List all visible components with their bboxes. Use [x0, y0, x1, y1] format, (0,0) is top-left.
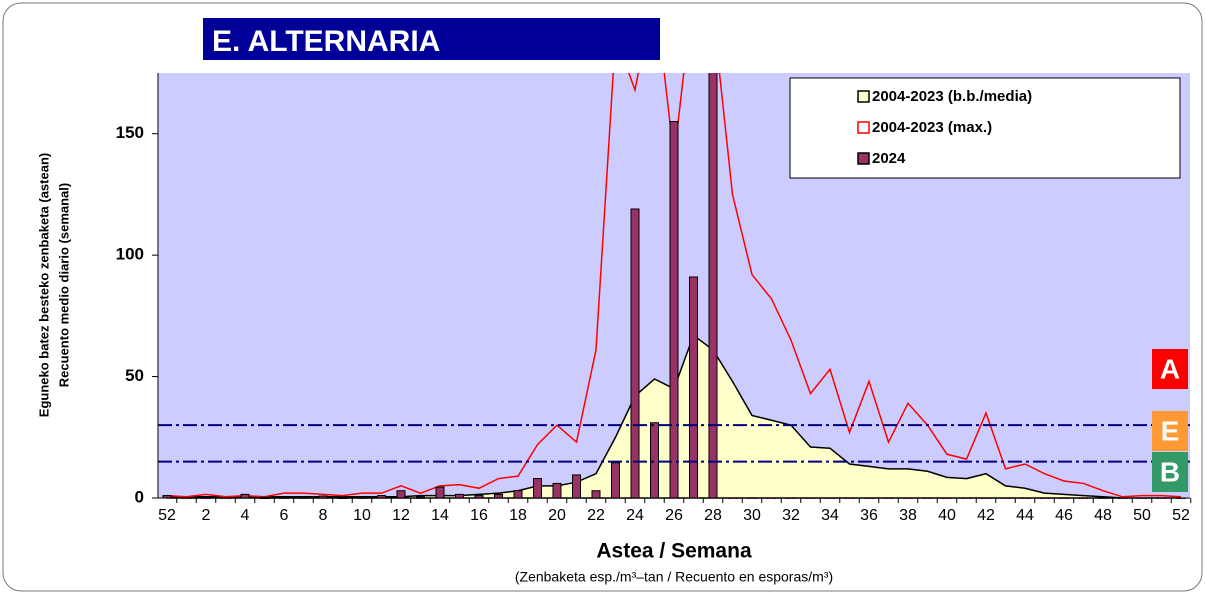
legend-swatch [857, 121, 870, 134]
legend-label: 2004-2023 (max.) [872, 119, 992, 136]
bar [435, 486, 445, 499]
bar [513, 490, 523, 499]
x-tick-label: 28 [704, 507, 722, 524]
y-tick-label: 150 [116, 123, 144, 142]
x-tick-label: 46 [1055, 507, 1073, 524]
level-label: E [1161, 415, 1180, 446]
chart-title: E. ALTERNARIA [212, 25, 440, 58]
bar [689, 276, 698, 499]
x-tick-label: 50 [1133, 507, 1151, 524]
level-label: B [1160, 456, 1180, 487]
legend-label: 2004-2023 (b.b./media) [872, 88, 1032, 105]
bar [552, 482, 562, 499]
x-tick-label: 38 [899, 507, 917, 524]
bar [455, 493, 464, 499]
bar [533, 478, 542, 499]
x-tick-label: 10 [353, 507, 371, 524]
level-box [1152, 452, 1188, 492]
x-tick-label: 42 [977, 507, 995, 524]
x-tick-label: 52 [1172, 507, 1190, 524]
plot [158, 73, 1190, 499]
x-tick-label: 48 [1094, 507, 1112, 524]
x-tick-label: 18 [509, 507, 527, 524]
x-tick-label: 6 [280, 507, 289, 524]
x-tick-label: 8 [319, 507, 328, 524]
x-tick-label: 52 [158, 507, 176, 524]
x-tick-label: 24 [626, 507, 644, 524]
x-tick-label: 12 [392, 507, 410, 524]
x-tick-label: 30 [743, 507, 761, 524]
y-tick-label: 100 [116, 245, 144, 264]
x-tick-label: 40 [938, 507, 956, 524]
y-label: Recuento medio diario (semanal) [56, 183, 71, 387]
x-tick-label: 4 [241, 507, 250, 524]
legend-swatch [857, 152, 870, 165]
bar [396, 490, 406, 499]
x-tick-label: 44 [1016, 507, 1034, 524]
bar [240, 493, 250, 499]
bar [591, 490, 601, 499]
level-box [1152, 411, 1188, 451]
bar [611, 462, 620, 499]
x-tick-label: 16 [470, 507, 488, 524]
x-tick-label: 32 [782, 507, 800, 524]
bar [650, 422, 659, 499]
legend-swatch [857, 90, 870, 103]
x-tick-label: 34 [821, 507, 839, 524]
x-tick-label: 2 [202, 507, 211, 524]
title-box [203, 18, 660, 60]
bar [494, 493, 503, 499]
y-tick-label: 0 [135, 487, 144, 506]
bar [572, 474, 581, 499]
x-tick-label: 36 [860, 507, 878, 524]
legend-label: 2024 [872, 150, 906, 167]
x-tick-label: 20 [548, 507, 566, 524]
bar [669, 121, 679, 499]
x-sublabel: (Zenbaketa esp./m³–tan / Recuento en esp… [515, 569, 833, 585]
y-tick-label: 50 [125, 366, 144, 385]
x-tick-label: 22 [587, 507, 605, 524]
x-label: Astea / Semana [596, 540, 752, 563]
x-tick-label: 14 [431, 507, 449, 524]
x-tick-label: 26 [665, 507, 683, 524]
legend-box [789, 77, 1181, 179]
bar [630, 208, 640, 499]
level-label: A [1160, 353, 1180, 384]
level-box [1152, 349, 1188, 389]
y-label: Eguneko batez besteko zenbaketa (astean) [36, 153, 51, 417]
